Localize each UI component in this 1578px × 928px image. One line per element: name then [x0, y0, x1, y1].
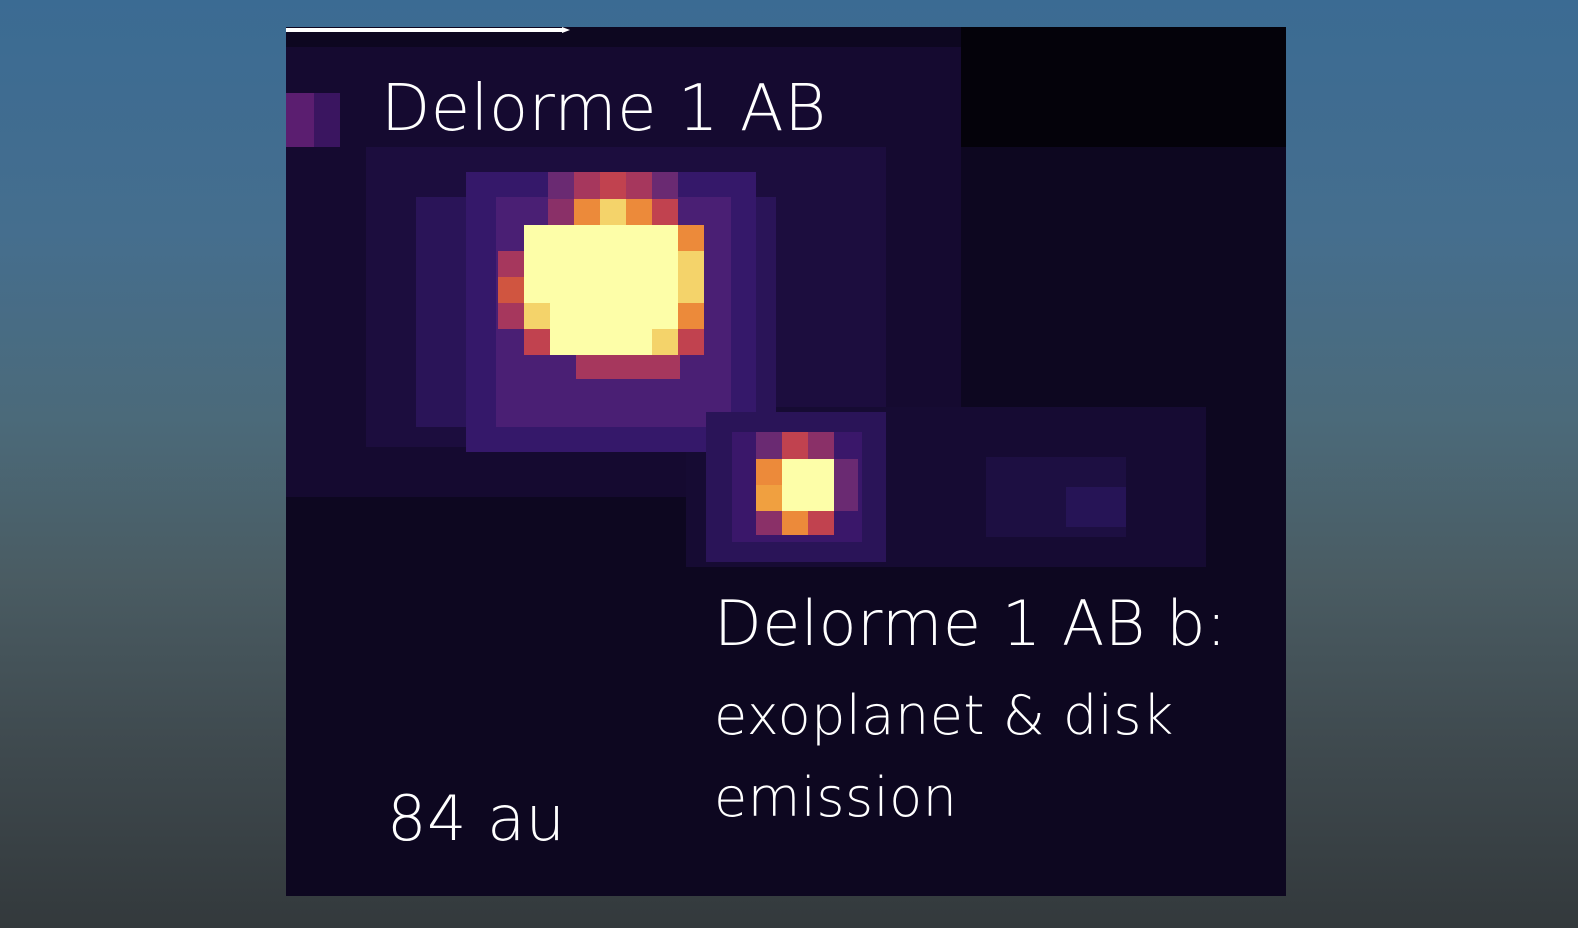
ring-pixel [576, 355, 680, 379]
companion-ring-pixel [782, 511, 808, 535]
ring-pixel [626, 199, 652, 225]
primary-star [416, 172, 776, 452]
companion-ring-pixel [756, 432, 782, 459]
ring-pixel [574, 199, 600, 225]
companion-ring-pixel [756, 485, 782, 511]
scale-bar-arrowhead [562, 27, 570, 33]
ring-pixel [678, 277, 704, 303]
ring-pixel [498, 303, 524, 329]
scale-bar-arrow [286, 27, 570, 33]
companion-ring-pixel [808, 511, 834, 535]
ring-pixel [498, 277, 524, 303]
dark-corner [961, 27, 1286, 147]
companion-label: Delorme 1 AB b: [714, 587, 1228, 660]
ring-pixel [678, 251, 704, 277]
disk-emission-peak [1066, 487, 1126, 527]
ring-pixel [678, 225, 704, 251]
ring-pixel [498, 251, 524, 277]
primary-star-label: Delorme 1 AB [381, 72, 827, 146]
ring-pixel [574, 172, 600, 199]
edge-pixel [314, 93, 340, 147]
companion-ring-pixel [756, 459, 782, 485]
telescope-image: Delorme 1 AB Delorme 1 AB b: exoplanet &… [286, 27, 1286, 896]
ring-pixel [600, 199, 626, 225]
companion-object [706, 412, 886, 562]
ring-pixel [600, 172, 626, 199]
star-core-edge [524, 303, 550, 329]
companion-ring-pixel [808, 432, 834, 459]
ring-pixel [652, 199, 678, 225]
companion-ring-pixel [782, 432, 808, 459]
star-core [550, 329, 652, 355]
ring-pixel [548, 199, 574, 225]
companion-description: exoplanet & disk emission [714, 684, 1174, 829]
ring-pixel [524, 329, 550, 355]
companion-ring-pixel [834, 459, 858, 511]
scale-label: 84 au [387, 782, 566, 855]
ring-pixel [652, 329, 678, 355]
ring-pixel [678, 303, 704, 329]
edge-pixel [286, 93, 314, 147]
companion-core [782, 459, 834, 511]
scale-bar-line [286, 28, 562, 32]
ring-pixel [626, 172, 652, 199]
companion-ring-pixel [756, 511, 782, 535]
pixel-map [286, 27, 1286, 896]
ring-pixel [678, 329, 704, 355]
